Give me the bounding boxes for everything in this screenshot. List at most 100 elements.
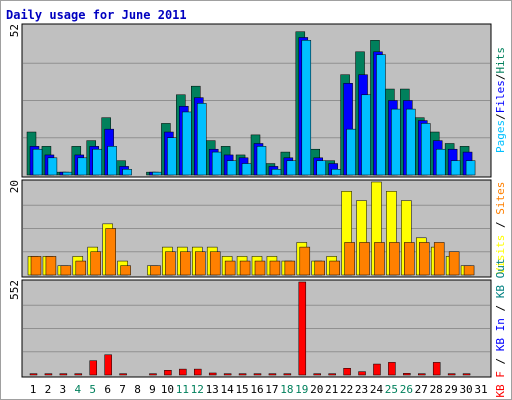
kbf-bar-day-20	[313, 373, 321, 376]
sites-bar-day-11	[180, 251, 191, 276]
sites-bar-day-17	[269, 260, 281, 276]
panel-hits-ymax-label: 52	[8, 24, 21, 37]
kbf-bar-day-17	[268, 373, 277, 376]
pages-bar-day-13	[211, 151, 222, 176]
kbf-bar-day-28	[432, 362, 441, 376]
legend-part-kbout: KB Out	[494, 258, 507, 298]
kbf-bar-day-9	[149, 373, 157, 376]
legend-part-hits: Hits	[494, 47, 507, 74]
kbf-bar-day-30	[462, 373, 471, 376]
pages-bar-day-15	[241, 163, 252, 176]
sites-bar-day-6	[105, 228, 116, 276]
kbf-bar-day-18	[283, 373, 292, 376]
x-label-day-17: 17	[265, 383, 278, 396]
x-label-day-7: 7	[119, 383, 126, 396]
pages-bar-day-27	[421, 123, 431, 176]
pages-bar-day-28	[435, 148, 446, 176]
kbf-bar-day-1	[29, 373, 38, 376]
sites-bar-day-2	[45, 256, 57, 276]
pages-bar-day-11	[182, 111, 192, 176]
panel-kb-ymax-label: 552	[8, 280, 21, 300]
sites-bar-day-30	[463, 265, 475, 276]
legend-part-files: Files	[494, 80, 507, 113]
x-label-day-14: 14	[221, 383, 235, 396]
panel-kb-legend: KB F / KB In / KB Out	[494, 258, 507, 397]
kbf-bar-day-23	[358, 371, 366, 376]
x-label-day-1: 1	[30, 383, 37, 396]
pages-bar-day-23	[361, 94, 371, 176]
kbf-bar-day-26	[403, 373, 411, 376]
pages-bar-day-26	[406, 108, 416, 176]
x-label-day-10: 10	[161, 383, 174, 396]
sites-bar-day-19	[299, 246, 311, 276]
sites-bar-day-25	[389, 242, 400, 276]
sites-bar-day-28	[433, 242, 445, 276]
x-label-day-22: 22	[340, 383, 353, 396]
pages-bar-day-16	[256, 146, 267, 176]
chart-title: Daily usage for June 2011	[6, 8, 187, 22]
x-label-day-20: 20	[310, 383, 323, 396]
pages-bar-day-14	[226, 160, 237, 176]
pages-bar-day-25	[391, 108, 401, 176]
pages-bar-day-18	[286, 160, 297, 176]
pages-bar-day-2	[47, 157, 58, 176]
x-label-day-25: 25	[385, 383, 398, 396]
sites-bar-day-15	[239, 260, 251, 276]
kbf-bar-day-12	[194, 368, 202, 376]
legend-part-sites: Sites	[494, 182, 507, 215]
sites-bar-day-29	[448, 251, 460, 276]
kbf-bar-day-6	[104, 354, 112, 376]
x-label-day-12: 12	[191, 383, 204, 396]
pages-bar-day-1	[32, 148, 43, 176]
kbf-bar-day-25	[388, 362, 396, 376]
panel-kbf-kbin-kbout	[21, 279, 492, 378]
legend-part-pages: Pages	[494, 120, 507, 153]
x-label-day-21: 21	[325, 383, 338, 396]
sites-bar-day-14	[224, 260, 236, 276]
sites-bar-day-13	[209, 251, 221, 276]
x-label-day-30: 30	[459, 383, 472, 396]
x-label-day-6: 6	[104, 383, 111, 396]
kbf-bar-day-27	[418, 373, 426, 376]
legend-part-sep: /	[494, 215, 507, 235]
pages-bar-day-24	[376, 54, 386, 176]
x-label-day-4: 4	[74, 383, 81, 396]
panel-legend-label: KB F / KB In / KB Out	[494, 258, 507, 397]
sites-bar-day-10	[165, 251, 176, 276]
x-label-day-29: 29	[445, 383, 458, 396]
panel-visits-ymax-label: 20	[8, 180, 21, 193]
panel-hits-legend: Pages/Files/Hits	[494, 47, 507, 153]
x-label-day-15: 15	[235, 383, 248, 396]
sites-bar-day-9	[150, 265, 161, 276]
kbf-bar-day-5	[89, 360, 97, 376]
kbf-bar-day-3	[59, 373, 68, 376]
x-label-day-27: 27	[415, 383, 428, 396]
pages-bar-day-3	[62, 171, 73, 176]
sites-bar-day-12	[195, 251, 206, 276]
legend-part-sep: /	[494, 298, 507, 318]
x-label-day-13: 13	[206, 383, 219, 396]
sites-bar-day-7	[120, 265, 131, 276]
pages-bar-day-6	[107, 146, 117, 176]
pages-bar-day-19	[301, 40, 312, 176]
legend-part-sep: /	[494, 113, 507, 120]
pages-bar-day-7	[122, 169, 132, 176]
kbf-bar-day-13	[208, 372, 217, 376]
x-label-day-24: 24	[370, 383, 384, 396]
pages-bar-day-30	[465, 160, 476, 176]
pages-bar-day-22	[346, 128, 356, 176]
pages-bar-day-17	[271, 169, 282, 176]
kbf-bar-day-11	[179, 368, 187, 376]
sites-bar-day-18	[284, 260, 296, 276]
sites-bar-day-3	[60, 265, 72, 276]
x-label-day-11: 11	[176, 383, 189, 396]
kbf-bar-day-15	[238, 373, 247, 376]
kbf-bar-day-22	[343, 368, 351, 376]
sites-bar-day-4	[75, 260, 87, 276]
panel-visits-sites	[21, 179, 492, 278]
legend-part-kbin: KB In	[494, 318, 507, 351]
kbf-bar-day-16	[253, 373, 262, 376]
sites-bar-day-24	[374, 242, 385, 276]
pages-bar-day-21	[331, 169, 341, 176]
